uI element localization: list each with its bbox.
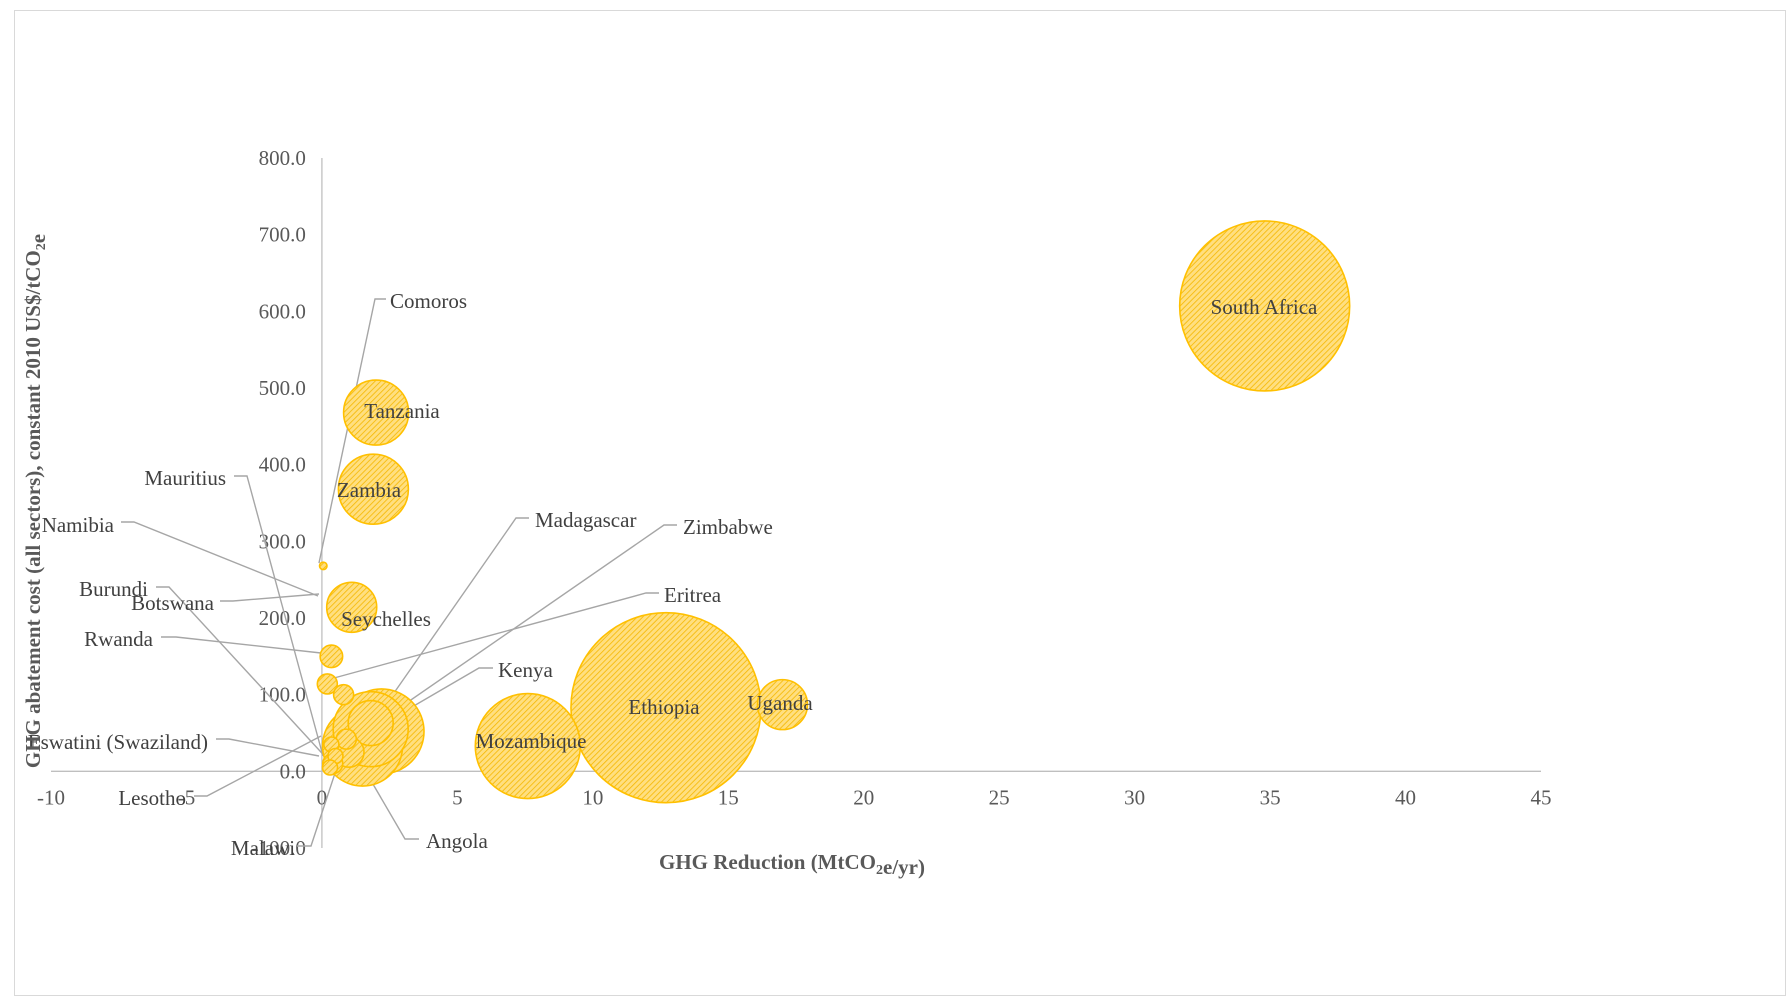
data-label-tanzania: Tanzania bbox=[364, 399, 440, 423]
leader-line-botswana bbox=[220, 593, 320, 602]
y-tick-label: 600.0 bbox=[259, 299, 306, 323]
x-tick-label: 30 bbox=[1124, 785, 1145, 809]
x-tick-label: 20 bbox=[853, 785, 874, 809]
x-tick-label: 10 bbox=[582, 785, 603, 809]
leader-line-burundi bbox=[156, 586, 332, 764]
y-tick-label: 300.0 bbox=[259, 529, 306, 553]
bubble-south-africa bbox=[1178, 220, 1351, 392]
x-tick-label: -5 bbox=[178, 785, 196, 809]
leader-line-eritrea bbox=[322, 592, 659, 682]
data-label-uganda: Uganda bbox=[747, 691, 813, 715]
x-tick-label: 40 bbox=[1395, 785, 1416, 809]
bubble-mozambique bbox=[474, 692, 582, 800]
leader-line-lesotho bbox=[194, 735, 322, 797]
y-tick-label: 400.0 bbox=[259, 453, 306, 477]
y-axis-title: GHG abatement cost (all sectors), consta… bbox=[21, 234, 50, 768]
data-label-malawi: Malawi bbox=[231, 836, 295, 860]
data-label-eritrea: Eritrea bbox=[664, 583, 722, 607]
data-label-zimbabwe: Zimbabwe bbox=[683, 515, 773, 539]
bubble-burundi bbox=[321, 759, 339, 776]
leader-line-malawi bbox=[297, 754, 342, 847]
bubble-tanzania bbox=[342, 379, 410, 446]
bubble-rwanda bbox=[319, 644, 344, 669]
x-tick-label: 15 bbox=[718, 785, 739, 809]
leader-line-zimbabwe bbox=[365, 524, 677, 732]
data-label-rwanda: Rwanda bbox=[84, 627, 153, 651]
bubble-seychelles bbox=[325, 581, 378, 634]
data-label-botswana: Botswana bbox=[131, 591, 215, 615]
x-tick-label: 5 bbox=[452, 785, 463, 809]
y-tick-label: 0.0 bbox=[280, 759, 306, 783]
leader-line-namibia bbox=[121, 521, 319, 597]
x-tick-label: -10 bbox=[37, 785, 65, 809]
data-label-mauritius: Mauritius bbox=[144, 466, 226, 490]
y-tick-label: 800.0 bbox=[259, 146, 306, 170]
data-label-zambia: Zambia bbox=[337, 478, 402, 502]
x-tick-label: 25 bbox=[989, 785, 1010, 809]
data-label-eswatini-swaziland: Eswatini (Swaziland) bbox=[28, 730, 208, 754]
x-tick-label: 45 bbox=[1531, 785, 1552, 809]
chart-area: -10 -5 0 5 10 15 20 25 30 35 40 45 -100.0 0.0 100.0 200… bbox=[14, 10, 1786, 996]
bubble-zambia bbox=[337, 453, 410, 526]
data-label-comoros: Comoros bbox=[390, 289, 467, 313]
bubble-comoros bbox=[318, 561, 328, 571]
y-tick-label: 100.0 bbox=[259, 683, 306, 707]
leader-line-madagascar bbox=[356, 517, 529, 747]
leader-line-comoros bbox=[318, 298, 386, 564]
y-tick-label: -100.0 bbox=[252, 836, 306, 860]
x-axis-title: GHG Reduction (MtCO2e/yr) bbox=[659, 850, 925, 879]
leader-line-mauritius bbox=[234, 475, 324, 757]
bubble-eritrea bbox=[316, 673, 339, 695]
leader-line-eswatini-swaziland bbox=[216, 738, 320, 757]
bubble-uganda bbox=[756, 678, 809, 731]
x-tick-label: 35 bbox=[1260, 785, 1281, 809]
data-label-mozambique: Mozambique bbox=[476, 729, 587, 753]
bubble-chart: -10 -5 0 5 10 15 20 25 30 35 40 45 -100.0 0.0 100.0 200… bbox=[21, 146, 1552, 879]
data-label-lesotho: Lesotho bbox=[118, 786, 186, 810]
leader-line-rwanda bbox=[161, 636, 322, 654]
data-label-seychelles: Seychelles bbox=[341, 607, 431, 631]
bubble-madagascar bbox=[347, 699, 394, 747]
y-tick-label: 500.0 bbox=[259, 376, 306, 400]
x-tick-label: 0 bbox=[317, 785, 328, 809]
data-label-madagascar: Madagascar bbox=[535, 508, 636, 532]
data-label-burundi: Burundi bbox=[79, 577, 148, 601]
data-label-namibia: Namibia bbox=[42, 513, 115, 537]
bubble-namibia bbox=[332, 683, 355, 706]
y-tick-label: 200.0 bbox=[259, 606, 306, 630]
data-label-south-africa: South Africa bbox=[1211, 295, 1318, 319]
data-label-angola: Angola bbox=[426, 829, 489, 853]
y-tick-label: 700.0 bbox=[259, 223, 306, 247]
data-label-ethiopia: Ethiopia bbox=[628, 695, 700, 719]
data-label-kenya: Kenya bbox=[498, 658, 553, 682]
